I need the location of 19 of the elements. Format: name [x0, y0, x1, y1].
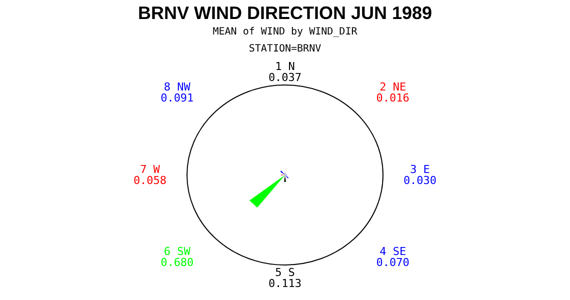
- category-label: 3 E: [410, 162, 430, 176]
- text: STATION=BRNV: [248, 44, 322, 55]
- data-label: 0.070: [376, 256, 410, 270]
- text: MEAN of WIND by WIND_DIR: [212, 26, 358, 38]
- data-label: 0.016: [376, 92, 410, 105]
- category-label: 8 NW: [164, 80, 191, 94]
- category-label: 2 NE: [380, 80, 406, 94]
- category-label: 1 N: [275, 60, 295, 73]
- data-label: 0.091: [160, 92, 194, 105]
- category-label: 5 S: [275, 266, 295, 279]
- data-label: 0.037: [268, 70, 302, 84]
- data-label: 0.113: [268, 276, 302, 290]
- data-label: 0.680: [160, 256, 194, 270]
- data-label: 0.058: [133, 174, 167, 187]
- data-label: 0.030: [403, 174, 437, 187]
- text: BRNV WIND DIRECTION JUN 1989: [138, 2, 432, 23]
- category-label: 7 W: [140, 162, 160, 176]
- category-label: 6 SW: [164, 245, 191, 258]
- category-label: 4 SE: [380, 245, 406, 258]
